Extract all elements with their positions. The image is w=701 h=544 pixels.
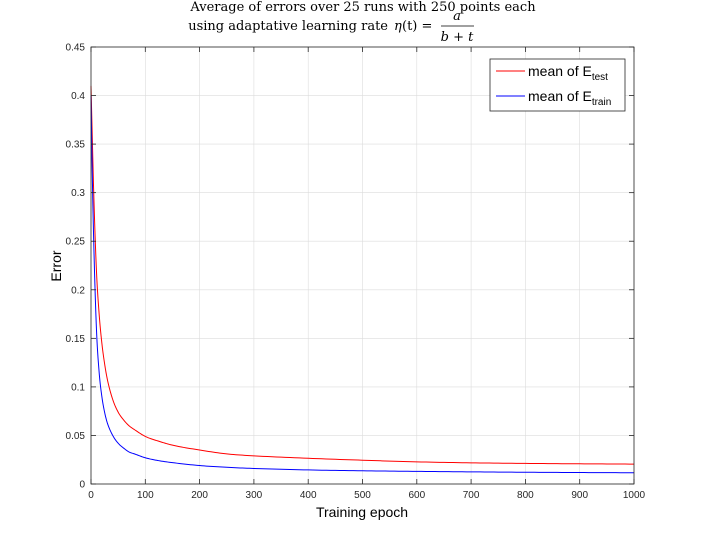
axis-ticks: 0 100 200 300 400 500 600 700 800 900 1000 0 0.05 0.1… (66, 43, 646, 502)
series-line-test (90, 85, 635, 465)
x-tick-label: 500 (354, 490, 371, 501)
chart-title-line-2: using adaptative learning rate η (t) = a… (188, 9, 474, 45)
formula-arg: (t) = (402, 19, 432, 34)
x-tick-label: 400 (300, 490, 317, 501)
legend: mean of Etest mean of Etrain (489, 58, 626, 112)
y-tick-label: 0.45 (66, 43, 86, 54)
x-tick-label: 0 (88, 490, 94, 501)
legend-label-test-main: mean of E (528, 63, 592, 79)
series-line-train (90, 95, 635, 474)
y-tick-label: 0.4 (71, 91, 85, 102)
y-tick-label: 0.35 (66, 140, 86, 151)
y-tick-label: 0 (79, 480, 85, 491)
y-tick-label: 0.1 (71, 382, 85, 393)
y-axis-label: Error (48, 250, 64, 281)
x-tick-label: 900 (571, 490, 588, 501)
x-tick-label: 200 (191, 490, 208, 501)
y-tick-label: 0.05 (66, 431, 86, 442)
formula-denominator: b + t (441, 30, 474, 45)
legend-label-train-main: mean of E (528, 88, 592, 104)
legend-label-train-sub: train (592, 97, 611, 108)
legend-label-train: mean of Etrain (528, 88, 611, 108)
formula-eta: η (394, 19, 402, 34)
formula-numerator: a (453, 9, 461, 24)
x-tick-label: 100 (137, 490, 154, 501)
y-tick-label: 0.2 (71, 285, 85, 296)
legend-label-test-sub: test (592, 72, 608, 83)
x-tick-label: 1000 (623, 490, 646, 501)
x-axis-label: Training epoch (316, 504, 408, 520)
y-tick-label: 0.25 (66, 237, 86, 248)
legend-label-test: mean of Etest (528, 63, 608, 83)
series-group (90, 85, 635, 474)
chart-title-line-1: Average of errors over 25 runs with 250 … (189, 0, 536, 15)
legend-box (489, 58, 626, 112)
chart-title-line-2-prefix: using adaptative learning rate (188, 19, 388, 34)
x-tick-label: 600 (408, 490, 425, 501)
x-tick-label: 300 (246, 490, 263, 501)
x-tick-label: 700 (463, 490, 480, 501)
x-tick-label: 800 (517, 490, 534, 501)
y-tick-label: 0.15 (66, 334, 86, 345)
y-tick-label: 0.3 (71, 188, 85, 199)
